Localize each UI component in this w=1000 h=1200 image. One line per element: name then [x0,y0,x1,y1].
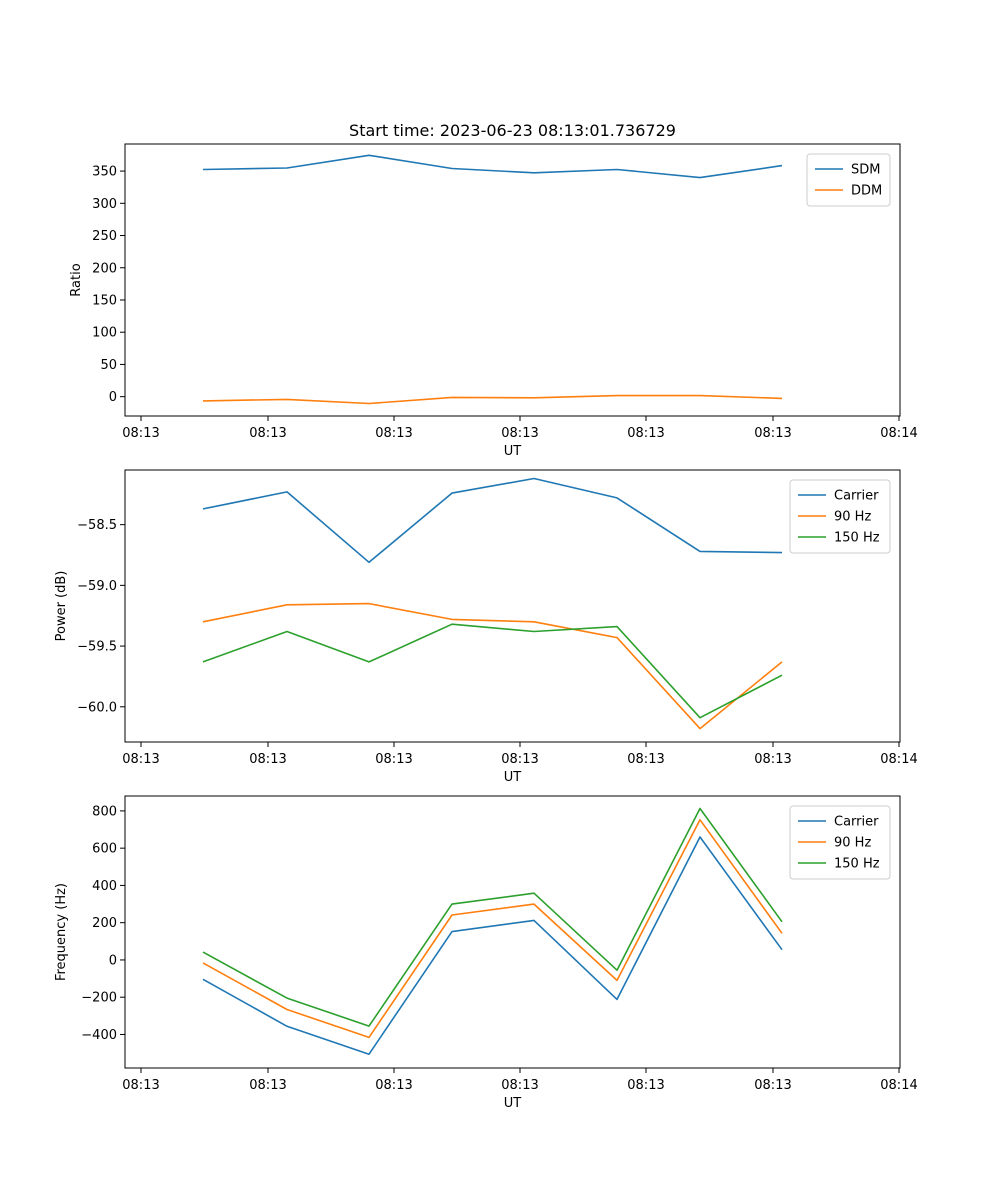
legend: Carrier 90 Hz 150 Hz [789,479,891,554]
y-tick-label: −59.0 [77,579,117,594]
x-tick-label: 08:13 [627,1078,664,1093]
x-tick-label: 08:14 [880,426,917,441]
x-axis-label: UT [504,1096,522,1111]
x-tick-label: 08:13 [375,1078,412,1093]
x-tick-label: 08:13 [627,426,664,441]
y-tick-label: −59.5 [77,640,117,655]
legend-entry: Carrier [834,489,879,504]
legend-entry: 90 Hz [834,836,871,851]
series-line-sdm [202,154,783,179]
x-tick-label: 08:13 [122,426,159,441]
x-tick-label: 08:13 [754,752,791,767]
series-line-carrier [202,477,783,564]
y-tick-label: 200 [92,261,117,276]
y-tick-label: 100 [92,326,117,341]
y-axis-label: Power (dB) [54,571,69,642]
y-tick-label: −58.5 [77,518,117,533]
chart-panel-2: 08:13 08:13 08:13 08:13 08:13 08:13 08:14 −58.5… [54,469,918,785]
legend-box [806,153,891,207]
series-line-150-hz [202,623,783,719]
y-tick-label: 350 [92,165,117,180]
x-axis-label: UT [504,444,522,459]
y-tick-label: 150 [92,293,117,308]
axes-frame [124,469,901,743]
legend-box [789,805,891,880]
y-tick-label: −200 [81,991,117,1006]
y-tick-label: 300 [92,197,117,212]
series-line-ddm [202,394,783,405]
x-tick-label: 08:13 [375,752,412,767]
legend-entry: Carrier [834,815,879,830]
y-tick-label: 200 [92,916,117,931]
y-tick-label: 600 [92,842,117,857]
legend-entry: 150 Hz [834,531,880,546]
x-axis-label: UT [504,770,522,785]
x-tick-label: 08:13 [627,752,664,767]
legend: SDM DDM [806,153,891,207]
x-tick-label: 08:13 [754,1078,791,1093]
x-tick-label: 08:13 [754,426,791,441]
y-tick-label: 0 [109,390,117,405]
series-line-150-hz [202,807,783,1027]
y-axis-label: Frequency (Hz) [54,883,69,981]
figure-title: Start time: 2023-06-23 08:13:01.736729 [349,121,676,140]
y-axis-label: Ratio [69,263,84,296]
series-line-90-hz [202,818,783,1039]
x-tick-label: 08:13 [249,426,286,441]
y-tick-label: 250 [92,229,117,244]
y-tick-label: −400 [81,1028,117,1043]
y-tick-label: 50 [100,358,117,373]
x-tick-label: 08:14 [880,1078,917,1093]
x-tick-label: 08:13 [249,1078,286,1093]
legend-box [789,479,891,554]
y-tick-label: 400 [92,879,117,894]
series-line-carrier [202,836,783,1055]
chart-panel-1: 08:13 08:13 08:13 08:13 08:13 08:13 08:14 0 50 10… [69,143,918,459]
x-tick-label: 08:13 [375,426,412,441]
y-tick-label: 0 [109,953,117,968]
axes-frame [124,143,901,417]
legend-entry: SDM [851,163,880,178]
chart-panel-3: 08:13 08:13 08:13 08:13 08:13 08:13 08:14 −400 −… [54,795,918,1111]
x-tick-label: 08:13 [501,752,538,767]
axes-frame [124,795,901,1069]
legend-entry: 90 Hz [834,510,871,525]
x-tick-label: 08:13 [122,1078,159,1093]
x-tick-label: 08:14 [880,752,917,767]
series-line-90-hz [202,602,783,730]
y-tick-label: 800 [92,804,117,819]
legend-entry: DDM [851,184,882,199]
x-tick-label: 08:13 [501,426,538,441]
y-tick-label: −60.0 [77,700,117,715]
legend-entry: 150 Hz [834,857,880,872]
legend: Carrier 90 Hz 150 Hz [789,805,891,880]
x-tick-label: 08:13 [249,752,286,767]
x-tick-label: 08:13 [122,752,159,767]
x-tick-label: 08:13 [501,1078,538,1093]
